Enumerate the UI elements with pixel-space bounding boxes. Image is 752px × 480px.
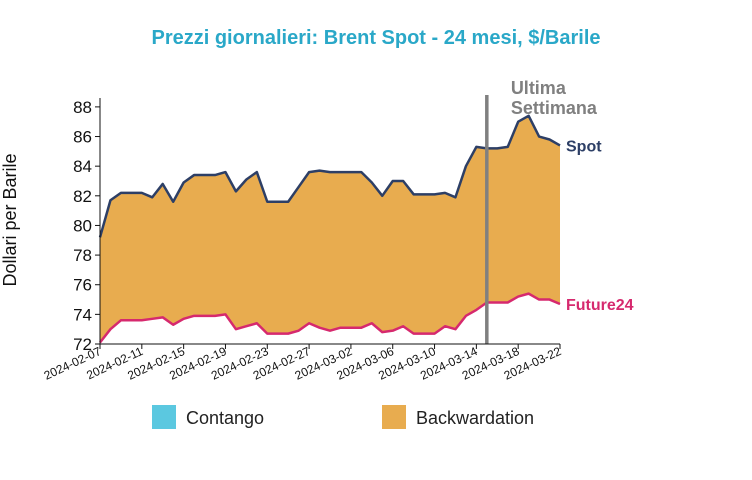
- y-tick-label: 82: [73, 187, 92, 206]
- y-tick-label: 88: [73, 98, 92, 117]
- legend-label: Contango: [186, 408, 264, 428]
- y-tick-label: 84: [73, 157, 92, 176]
- y-tick-label: 72: [73, 335, 92, 354]
- series-label: Future24: [566, 297, 634, 314]
- y-tick-label: 80: [73, 216, 92, 235]
- legend-swatch: [382, 405, 406, 429]
- annotation-text: Ultima: [511, 78, 567, 98]
- spread-area: [100, 115, 560, 343]
- legend-label: Backwardation: [416, 408, 534, 428]
- series-label: Spot: [566, 138, 602, 155]
- y-tick-label: 74: [73, 305, 92, 324]
- y-tick-label: 86: [73, 128, 92, 147]
- y-tick-label: 78: [73, 246, 92, 265]
- series-line: [99, 292, 561, 344]
- annotation-text: Settimana: [511, 98, 598, 118]
- legend-swatch: [152, 405, 176, 429]
- chart-title: Prezzi giornalieri: Brent Spot - 24 mesi…: [151, 27, 600, 49]
- y-tick-label: 76: [73, 276, 92, 295]
- y-axis-label: Dollari per Barile: [0, 153, 20, 286]
- series-line: [98, 114, 561, 238]
